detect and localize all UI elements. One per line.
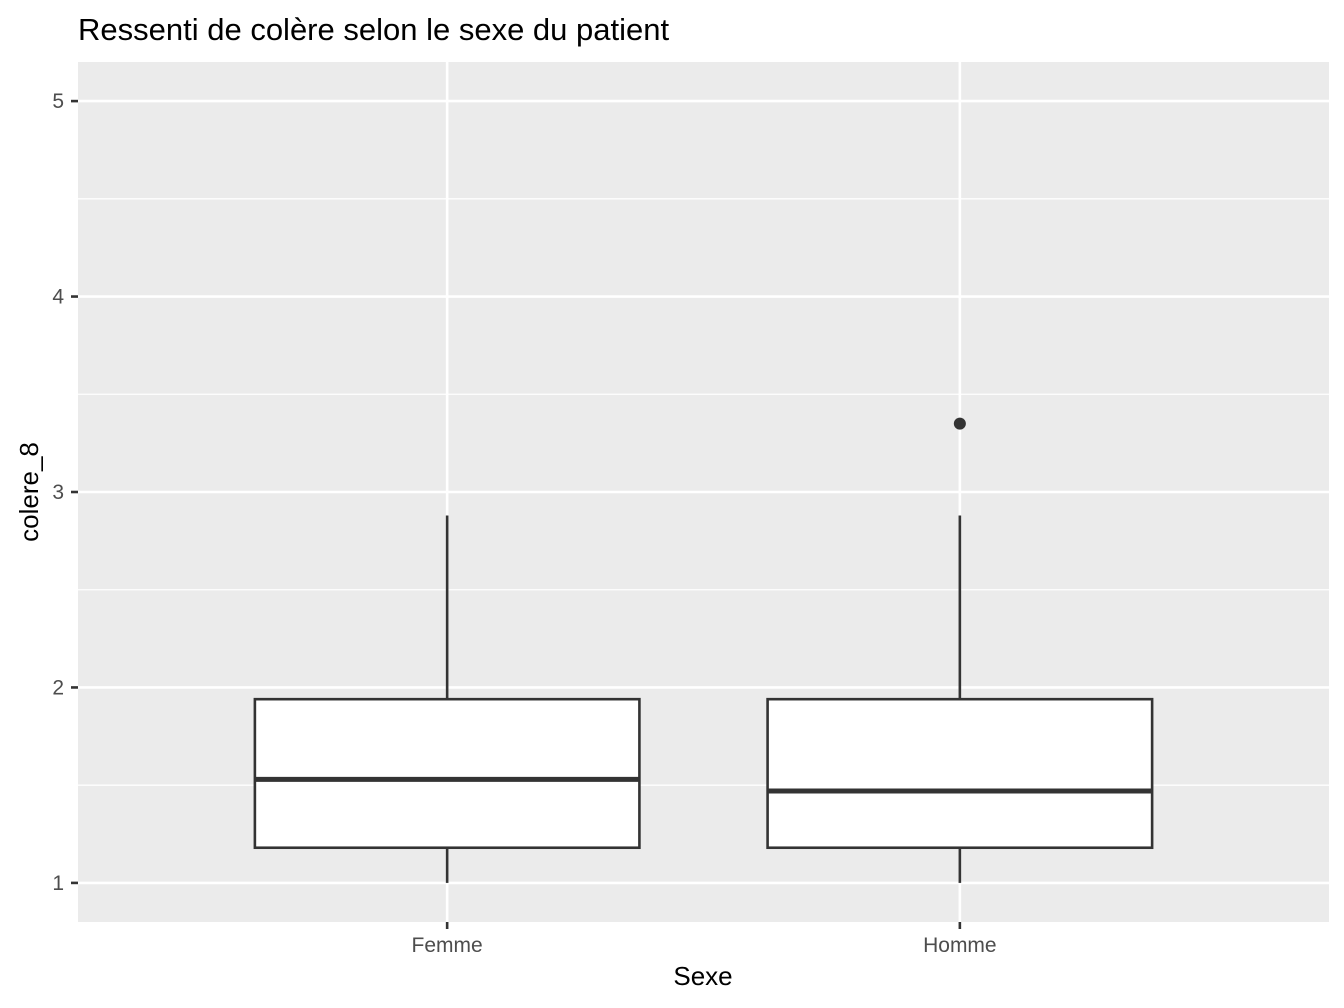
x-tick-label: Homme [923,934,997,957]
y-tick-label: 3 [52,481,64,504]
x-axis: Femme Homme [412,922,997,957]
box-femme [253,515,641,883]
y-tick-label: 2 [52,676,64,699]
chart-title: Ressenti de colère selon le sexe du pati… [78,12,669,47]
y-axis-title: colere_8 [14,442,44,542]
y-tick-label: 1 [52,872,64,895]
box-iqr [766,697,1154,850]
box-iqr [253,697,641,850]
y-axis: 1 2 3 4 5 [52,90,78,895]
outlier-point [953,417,966,430]
x-tick-label: Femme [412,934,483,957]
y-tick-label: 4 [52,286,64,309]
box-homme [766,417,1154,883]
x-axis-title: Sexe [673,961,732,991]
y-tick-label: 5 [52,90,64,113]
boxes [253,417,1154,883]
